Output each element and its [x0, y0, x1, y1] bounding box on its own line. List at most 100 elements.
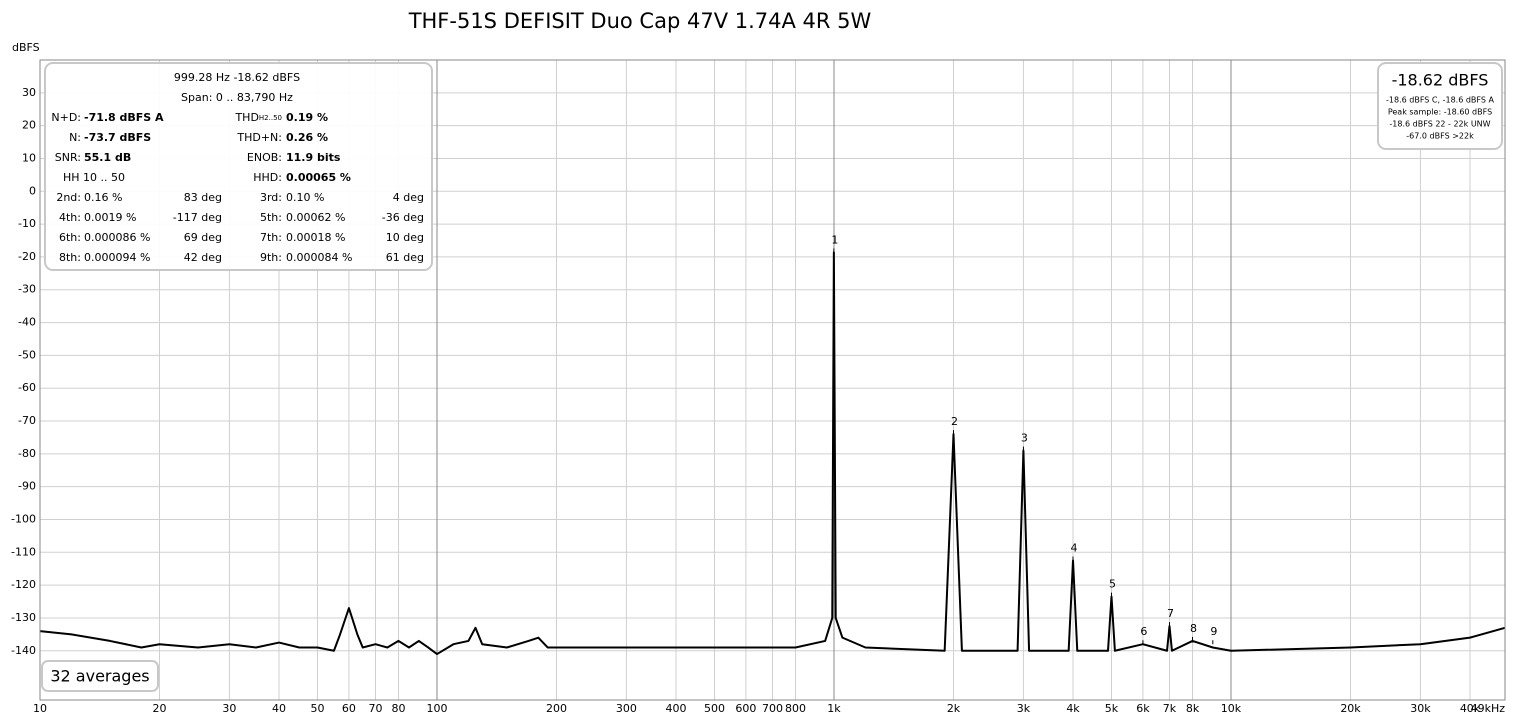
y-tick-label: -120: [11, 578, 36, 591]
harmonic-cell: 0.10 %: [286, 191, 324, 204]
chart-title: THF-51S DEFISIT Duo Cap 47V 1.74A 4R 5W: [408, 9, 872, 33]
spectrum-line: [39, 251, 1506, 656]
metric-label: HH 10 .. 50: [63, 171, 125, 184]
y-tick-label: -90: [18, 480, 36, 493]
harmonic-label: 8: [1190, 622, 1197, 635]
plot: 1 2 3 4 5 6 7 8 9: [39, 233, 1506, 656]
info-header: 999.28 Hz -18.62 dBFS: [174, 71, 300, 84]
x-tick-label: 600: [735, 702, 756, 715]
level-main: -18.62 dBFS: [1392, 71, 1489, 90]
level-line: -18.6 dBFS C, -18.6 dBFS A: [1386, 96, 1494, 105]
harmonic-label: 1: [831, 233, 838, 246]
x-tick-label: 30k: [1410, 702, 1431, 715]
harmonic-cell: 0.0019 %: [84, 211, 136, 224]
y-tick-label: 0: [29, 184, 36, 197]
harmonic-cell: 0.000094 %: [84, 251, 150, 264]
metric-label: ENOB:: [247, 151, 282, 164]
metric-value: -73.7 dBFS: [84, 131, 151, 144]
x-tick-label: 1k: [827, 702, 841, 715]
metric-value: 11.9 bits: [286, 151, 341, 164]
x-tick-label: 49kHz: [1471, 702, 1506, 715]
harmonic-label: 5: [1109, 578, 1116, 591]
x-tick-label: 20k: [1340, 702, 1361, 715]
x-tick-label: 700: [762, 702, 783, 715]
averages-box: [41, 660, 159, 692]
info-span: Span: 0 .. 83,790 Hz: [181, 91, 293, 104]
harmonic-cell: 5th:: [260, 211, 282, 224]
y-tick-label: -30: [18, 283, 36, 296]
plot-frame: [39, 59, 1506, 701]
metric-value: 0.19 %: [286, 111, 328, 124]
harmonic-cell: 0.00062 %: [286, 211, 345, 224]
level-panel: -18.62 dBFS -18.6 dBFS C, -18.6 dBFS A Pea…: [1377, 62, 1503, 150]
harmonic-cell: 2nd:: [56, 191, 81, 204]
x-tick-label: 60: [342, 702, 356, 715]
level-line: Peak sample: -18.60 dBFS: [1388, 108, 1492, 117]
x-tick-label: 800: [785, 702, 806, 715]
harmonic-cell: 9th:: [260, 251, 282, 264]
harmonic-label: 6: [1140, 625, 1147, 638]
y-axis-label: dBFS: [12, 41, 40, 54]
metric-label: HHD:: [253, 171, 282, 184]
x-tick-label: 400: [666, 702, 687, 715]
y-tick-label: -110: [11, 545, 36, 558]
x-tick-label: 5k: [1105, 702, 1119, 715]
harmonic-cell: 7th:: [260, 231, 282, 244]
level-line: -67.0 dBFS >22k: [1406, 132, 1474, 141]
y-tick-label: -100: [11, 512, 36, 525]
y-tick-label: 30: [22, 86, 36, 99]
y-tick-label: -10: [18, 217, 36, 230]
x-tick-label: 3k: [1017, 702, 1031, 715]
y-tick-label: -80: [18, 447, 36, 460]
harmonic-cell: 0.000086 %: [84, 231, 150, 244]
info-box: [44, 62, 433, 271]
x-tick-label: 10: [33, 702, 47, 715]
info-panel: 999.28 Hz -18.62 dBFS Span: 0 .. 83,790 H…: [44, 62, 433, 271]
harmonic-cell: 10 deg: [386, 231, 424, 244]
harmonic-cell: -117 deg: [173, 211, 222, 224]
y-tick-label: -60: [18, 381, 36, 394]
x-tick-label: 30: [222, 702, 236, 715]
harmonic-label: 4: [1071, 542, 1078, 555]
harmonic-cell: 83 deg: [184, 191, 222, 204]
metric-label: THD+N:: [236, 131, 282, 144]
metric-value: 55.1 dB: [84, 151, 131, 164]
x-tick-label: 80: [392, 702, 406, 715]
harmonic-label: 3: [1021, 432, 1028, 445]
x-tick-label: 40: [272, 702, 286, 715]
y-tick-label: -130: [11, 611, 36, 624]
metric-value: -71.8 dBFS A: [84, 111, 164, 124]
x-tick-label: 300: [616, 702, 637, 715]
x-tick-label: 2k: [947, 702, 961, 715]
metric-value: 0.26 %: [286, 131, 328, 144]
harmonic-cell: 42 deg: [184, 251, 222, 264]
harmonic-cell: 4th:: [59, 211, 81, 224]
y-tick-label: -140: [11, 644, 36, 657]
x-tick-label: 100: [426, 702, 447, 715]
level-line: -18.6 dBFS 22 - 22k UNW: [1389, 120, 1490, 129]
y-tick-label: -50: [18, 348, 36, 361]
y-tick-label: -70: [18, 414, 36, 427]
metric-value: 0.00065 %: [286, 171, 351, 184]
harmonic-cell: 0.16 %: [84, 191, 122, 204]
harmonic-cell: -36 deg: [382, 211, 424, 224]
harmonic-cell: 0.00018 %: [286, 231, 345, 244]
x-tick-label: 20: [153, 702, 167, 715]
harmonic-cell: 3rd:: [260, 191, 282, 204]
x-tick-label: 4k: [1066, 702, 1080, 715]
averages-label: 32 averages: [50, 667, 149, 686]
x-tick-label: 40k: [1460, 702, 1481, 715]
harmonic-label: 2: [951, 415, 958, 428]
x-tick-label: 10k: [1221, 702, 1242, 715]
harmonic-cell: 4 deg: [393, 191, 424, 204]
y-tick-label: -20: [18, 250, 36, 263]
x-tick-label: 70: [369, 702, 383, 715]
metric-label: N:: [69, 131, 81, 144]
x-tick-label: 200: [546, 702, 567, 715]
harmonic-cell: 8th:: [59, 251, 81, 264]
metric-label-sub: H2..50: [259, 114, 282, 122]
harmonic-cell: 61 deg: [386, 251, 424, 264]
x-tick-label: 500: [704, 702, 725, 715]
metric-label: N+D:: [51, 111, 81, 124]
